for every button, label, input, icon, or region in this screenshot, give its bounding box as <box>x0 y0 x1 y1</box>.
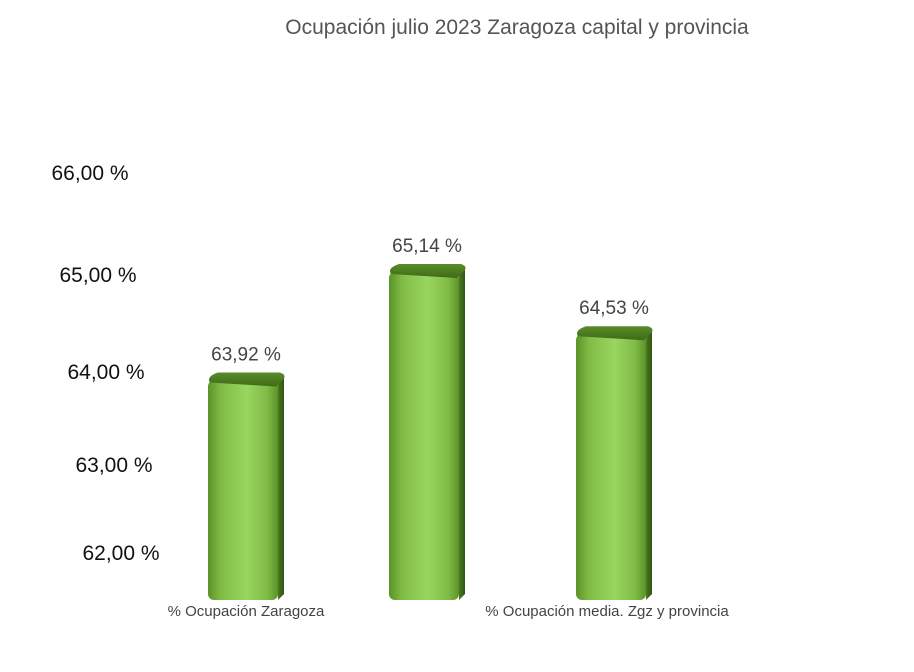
bar <box>208 372 285 600</box>
category-labels: % Ocupación Zaragoza % Ocupación media. Z… <box>168 603 730 620</box>
y-tick-label: 62,00 % <box>82 542 159 565</box>
data-label: 65,14 % <box>392 236 462 257</box>
chart-title: Ocupación julio 2023 Zaragoza capital y … <box>285 16 749 39</box>
y-tick-label: 63,00 % <box>75 454 152 477</box>
bars <box>208 263 653 600</box>
bar-side <box>459 265 465 600</box>
y-tick-label: 66,00 % <box>51 162 128 185</box>
bar-front <box>576 334 646 600</box>
y-axis-ticks: 66,00 % 65,00 % 64,00 % 63,00 % 62,00 % <box>51 162 159 565</box>
y-tick-label: 65,00 % <box>59 264 136 287</box>
data-labels: 63,92 % 65,14 % 64,53 % <box>211 236 649 366</box>
bar-top <box>209 372 285 387</box>
bar <box>576 326 653 600</box>
bar <box>389 263 466 600</box>
bar-top <box>577 326 653 341</box>
bar-front <box>389 271 459 600</box>
bar-front <box>208 380 278 600</box>
bar-top <box>390 263 466 278</box>
category-label: % Ocupación media. Zgz y provincia <box>485 603 729 620</box>
bar-side <box>278 374 284 600</box>
bar-side <box>646 328 652 600</box>
y-tick-label: 64,00 % <box>67 361 144 384</box>
category-label: % Ocupación Zaragoza <box>168 603 325 620</box>
data-label: 64,53 % <box>579 298 649 319</box>
data-label: 63,92 % <box>211 345 281 366</box>
